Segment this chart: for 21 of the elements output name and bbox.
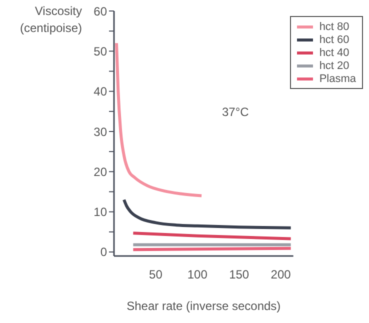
- y-tick-label: 40: [94, 84, 108, 99]
- y-tick-label: 20: [94, 164, 108, 179]
- legend-label: hct 60: [319, 34, 350, 46]
- y-axis-title: Viscosity (centipoise): [18, 3, 82, 37]
- y-tick-label: 30: [94, 124, 108, 139]
- x-tick-label: 100: [187, 268, 208, 282]
- legend-label: Plasma: [319, 72, 356, 84]
- y-tick-label: 50: [94, 44, 108, 58]
- line-series: [115, 42, 204, 198]
- annotation: 37°C: [222, 105, 249, 119]
- x-tick-label: 150: [229, 268, 250, 282]
- x-tick-label: 50: [149, 268, 163, 282]
- legend-label: hct 40: [319, 46, 350, 58]
- y-tick-label: 60: [94, 4, 108, 18]
- x-axis-title: Shear rate (inverse seconds): [126, 299, 281, 313]
- legend-label: hct 20: [319, 60, 350, 72]
- line-series: [122, 198, 292, 230]
- x-tick-label: 200: [270, 268, 292, 282]
- y-tick-label: 10: [94, 205, 108, 220]
- y-tick-label: 0: [100, 245, 108, 260]
- legend-label: hct 80: [319, 20, 350, 32]
